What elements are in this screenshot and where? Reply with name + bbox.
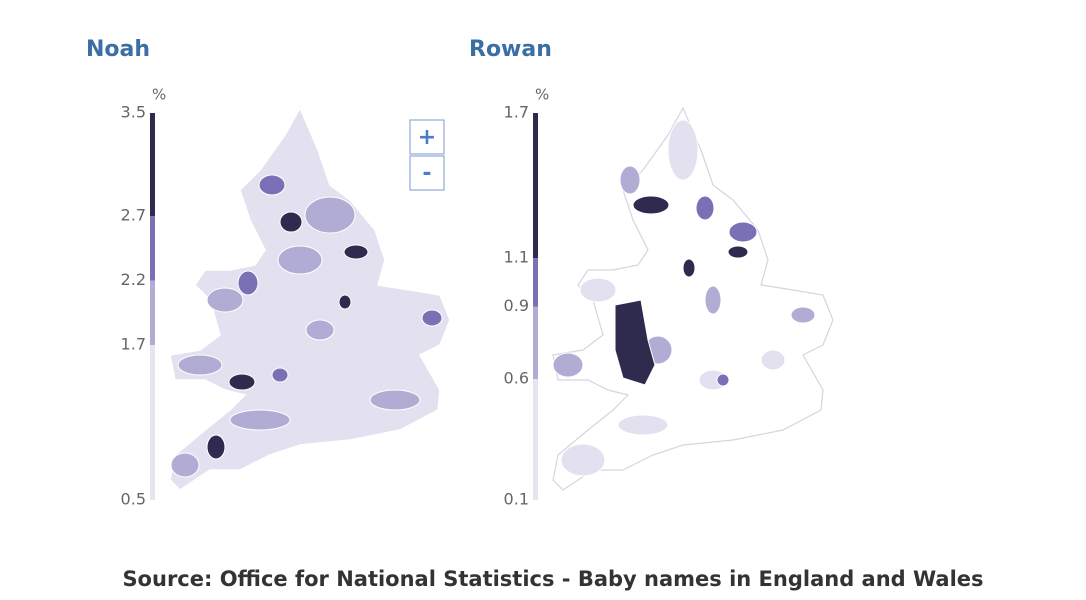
legend-tick-label: 2.7 <box>121 206 146 225</box>
legend-band <box>150 113 155 217</box>
legend-tick-label: 3.5 <box>121 103 146 122</box>
legend-band <box>150 345 155 500</box>
regions-medium <box>695 195 758 387</box>
regions-light <box>552 165 816 378</box>
legend-band <box>150 280 155 346</box>
legend-unit: % <box>152 86 166 104</box>
regions-dark <box>206 211 369 460</box>
legend-band <box>533 379 538 500</box>
regions-light <box>170 196 421 478</box>
legend-band <box>533 113 538 259</box>
legend-unit: % <box>535 86 549 104</box>
map-title: Rowan <box>469 37 552 62</box>
map-rowan <box>552 107 834 491</box>
legend-band <box>533 306 538 380</box>
legend-tick-label: 0.1 <box>504 490 529 509</box>
legend-tick-label: 1.7 <box>121 335 146 354</box>
map-title: Noah <box>86 37 150 62</box>
regions-lightest <box>560 119 786 477</box>
legend-band <box>150 216 155 281</box>
regions-dark <box>614 195 749 386</box>
zoom-in-label[interactable]: + <box>418 125 436 150</box>
legend-tick-label: 1.7 <box>504 103 529 122</box>
legend-band <box>533 258 538 307</box>
zoom-in-box[interactable] <box>409 119 445 155</box>
legend-tick-label: 1.1 <box>504 248 529 267</box>
legend-tick-label: 0.6 <box>504 369 529 388</box>
zoom-out-button[interactable]: - <box>409 155 445 191</box>
regions-medium <box>237 174 443 383</box>
zoom-out-box[interactable] <box>409 155 445 191</box>
legend-tick-label: 0.5 <box>121 490 146 509</box>
source: Source: Office for National Statistics -… <box>122 567 983 591</box>
legend-tick-label: 2.2 <box>121 270 146 289</box>
map-noah <box>169 107 451 491</box>
zoom-in-button[interactable]: + <box>409 119 445 155</box>
legend-tick-label: 0.9 <box>504 296 529 315</box>
zoom-out-label[interactable]: - <box>422 161 431 186</box>
